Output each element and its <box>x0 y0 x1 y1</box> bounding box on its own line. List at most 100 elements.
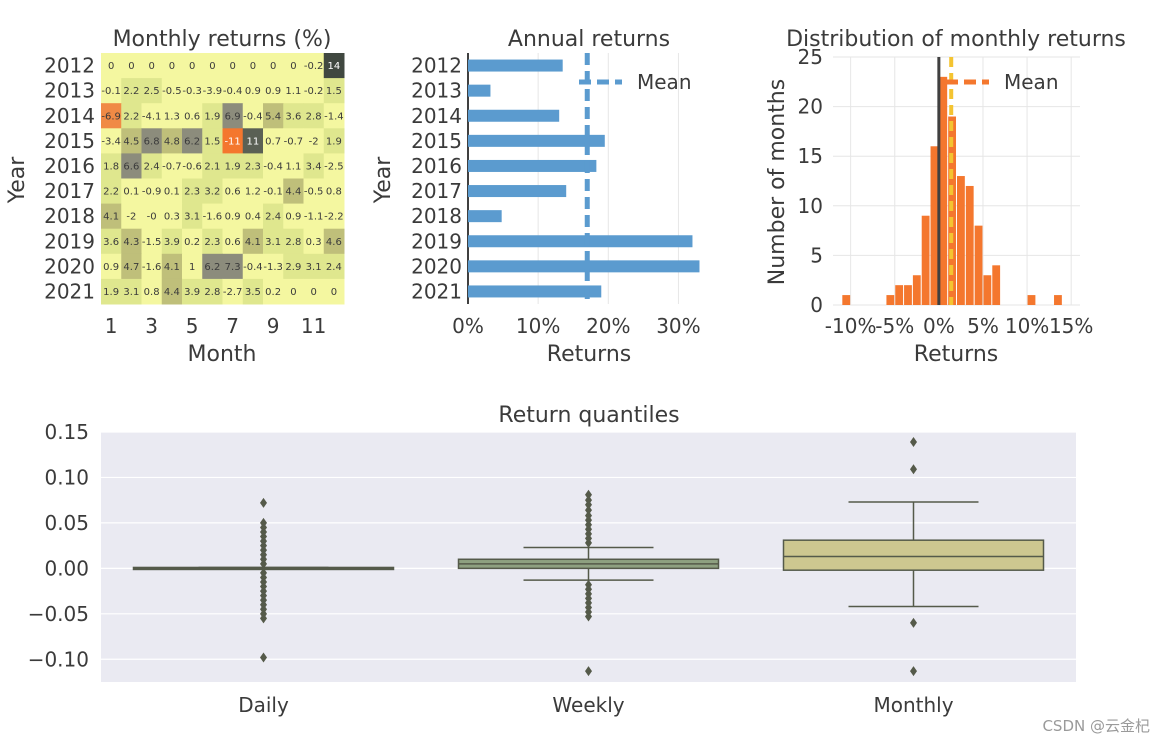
dist-bar <box>886 295 895 305</box>
annual-y-label: Year <box>371 156 396 205</box>
heatmap-cell-label: 2.4 <box>326 262 342 273</box>
heatmap-cell <box>242 178 264 205</box>
heatmap-cell <box>161 253 183 280</box>
heatmap-cell <box>202 53 223 79</box>
heatmap-cell <box>303 278 325 305</box>
heatmap-cell <box>101 253 122 280</box>
heatmap-cell-label: 3.4 <box>306 161 322 172</box>
dist-y-tick: 20 <box>798 95 823 119</box>
heatmap-cell <box>141 203 163 230</box>
heatmap-cell-label: 2.2 <box>123 86 139 97</box>
heatmap-cell-label: 0 <box>189 61 195 72</box>
heatmap-cell-label: 11 <box>247 136 260 147</box>
box-outlier <box>910 666 917 677</box>
heatmap-cell-label: -0.1 <box>263 187 283 198</box>
heatmap-cell <box>141 103 163 129</box>
heatmap-cell-label: -3.4 <box>101 136 121 147</box>
heatmap-cell-label: 4.5 <box>123 136 139 147</box>
heatmap-cell <box>263 178 284 205</box>
heatmap-month-tick: 11 <box>301 314 326 338</box>
heatmap-cell <box>101 78 122 104</box>
heatmap-cell-label: -1.4 <box>324 111 344 122</box>
heatmap-cell <box>101 203 122 230</box>
heatmap-cell-label: -1.3 <box>263 262 283 273</box>
heatmap-month-tick: 1 <box>105 314 118 338</box>
box-outlier <box>910 437 917 447</box>
annual-bar <box>468 285 602 298</box>
heatmap-cell-label: -0.4 <box>263 161 283 172</box>
heatmap-title: Monthly returns (%) <box>113 27 332 52</box>
heatmap-cell-label: 6.2 <box>184 136 200 147</box>
heatmap-cell <box>182 278 203 305</box>
heatmap-cell <box>283 103 304 129</box>
annual-legend: Mean <box>579 70 692 94</box>
annual-year-tick: 2013 <box>411 79 462 103</box>
heatmap-cell-label: 0.9 <box>285 212 301 223</box>
heatmap-cell-label: 6.8 <box>144 136 160 147</box>
heatmap-cell-label: -0.2 <box>304 61 324 72</box>
heatmap-year-tick: 2015 <box>44 129 95 153</box>
dist-y-label: Number of months <box>765 79 790 285</box>
heatmap-cell <box>202 178 223 205</box>
heatmap-cell-label: -0.7 <box>162 161 182 172</box>
heatmap-cell-label: 3.1 <box>265 237 281 248</box>
heatmap-cell-label: 2.4 <box>265 212 281 223</box>
heatmap-cell <box>141 128 163 154</box>
heatmap-cell <box>161 203 183 230</box>
heatmap-cell <box>141 228 163 255</box>
heatmap-cell-label: -0.4 <box>243 111 263 122</box>
heatmap-cell-label: 3.1 <box>184 212 200 223</box>
dist-x-tick: -5% <box>875 314 914 338</box>
heatmap-cell <box>222 153 244 179</box>
monthly-distribution-chart: Distribution of monthly returns 0 5 10 15 20… <box>765 27 1126 367</box>
heatmap-cell-label: 1.2 <box>245 187 261 198</box>
heatmap-cell-label: 0 <box>108 61 114 72</box>
heatmap-cell-label: -1.5 <box>142 237 162 248</box>
heatmap-cell <box>222 278 244 305</box>
heatmap-cell <box>182 103 203 129</box>
heatmap-cell <box>242 228 264 255</box>
heatmap-cell <box>222 78 244 104</box>
heatmap-cell <box>323 253 345 280</box>
heatmap-cell-label: -2.2 <box>324 212 344 223</box>
heatmap-cell <box>242 103 264 129</box>
heatmap-cell-label: -0.3 <box>182 86 202 97</box>
heatmap-cell-label: -1.6 <box>142 262 162 273</box>
heatmap-year-tick: 2017 <box>44 179 95 203</box>
heatmap-year-tick: 2018 <box>44 204 95 228</box>
heatmap-cell-label: -2 <box>126 212 136 223</box>
heatmap-cell-label: 6.6 <box>123 161 139 172</box>
dist-bar <box>921 215 930 305</box>
box-y-tick: −0.10 <box>28 647 89 671</box>
heatmap-cell <box>283 53 304 79</box>
heatmap-cell <box>182 253 203 280</box>
box-y-tick: 0.15 <box>44 420 89 444</box>
dist-bar <box>965 185 974 305</box>
dist-x-tick: -10% <box>825 314 877 338</box>
heatmap-cell-label: 0.1 <box>123 187 139 198</box>
heatmap-cell-label: 0.3 <box>164 212 180 223</box>
heatmap-cell <box>323 103 345 129</box>
annual-bar <box>468 260 700 273</box>
heatmap-cell <box>303 103 325 129</box>
heatmap-cell <box>263 128 284 154</box>
heatmap-cell-label: -0 <box>147 212 157 223</box>
annual-bar <box>468 109 560 122</box>
heatmap-cell <box>202 228 223 255</box>
heatmap-cell <box>283 178 304 205</box>
heatmap-cell-label: -2.7 <box>223 287 243 298</box>
heatmap-cell-label: 0 <box>290 61 296 72</box>
heatmap-cell <box>161 78 183 104</box>
heatmap-cell-label: 3.9 <box>184 287 200 298</box>
heatmap-cell-label: -2.5 <box>324 161 344 172</box>
heatmap-cell-label: 0 <box>209 61 215 72</box>
heatmap-cell <box>161 178 183 205</box>
box-title: Return quantiles <box>498 403 679 428</box>
heatmap-cell <box>242 78 264 104</box>
heatmap-cell-label: 0.9 <box>245 86 261 97</box>
annual-year-tick: 2021 <box>411 279 462 303</box>
heatmap-cell <box>121 278 142 305</box>
heatmap-cell <box>222 178 244 205</box>
dist-bar <box>842 295 851 305</box>
watermark: CSDN @云金杞 <box>1042 717 1150 735</box>
